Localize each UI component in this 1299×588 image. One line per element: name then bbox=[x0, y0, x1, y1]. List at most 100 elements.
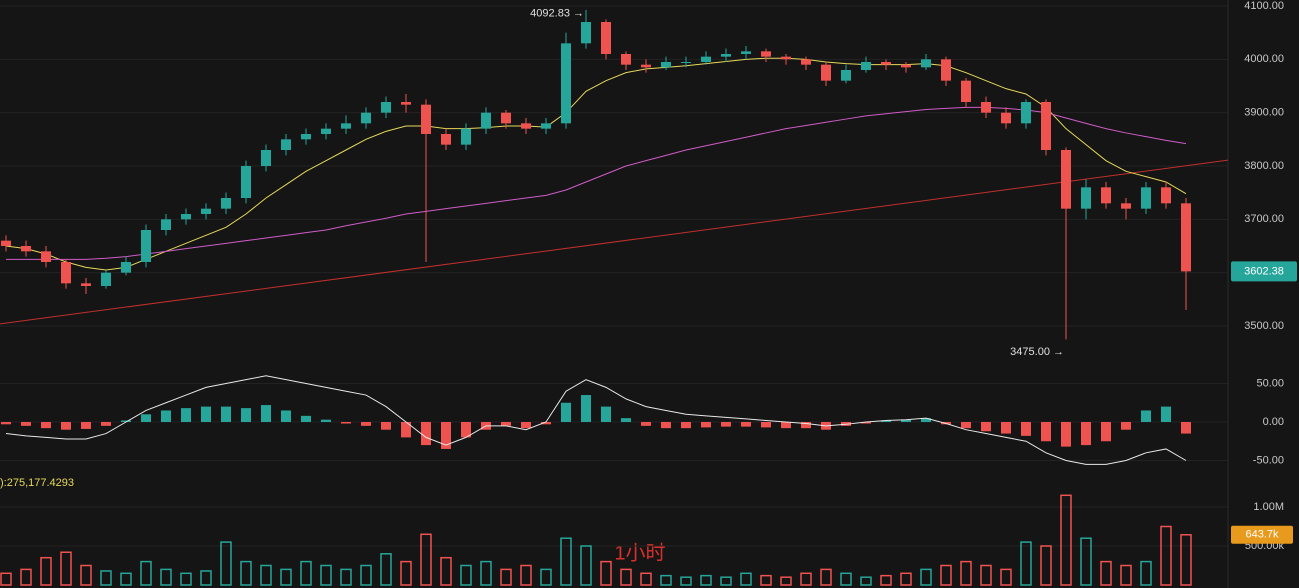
macd-bar bbox=[1001, 422, 1011, 434]
macd-bar bbox=[981, 422, 991, 432]
macd-bar bbox=[901, 419, 911, 422]
macd-bar bbox=[21, 422, 31, 426]
macd-bar bbox=[121, 420, 131, 422]
volume-bar bbox=[560, 537, 572, 586]
candle-body bbox=[521, 123, 531, 129]
candle-body bbox=[341, 123, 351, 129]
volume-bar bbox=[20, 568, 32, 586]
macd-bar bbox=[301, 415, 311, 422]
y-tick-label: 50.00 bbox=[1256, 377, 1284, 389]
volume-bar bbox=[1180, 534, 1192, 586]
candle-body bbox=[241, 166, 251, 198]
annotation: 3475.00 → bbox=[1010, 346, 1064, 358]
candle-body bbox=[21, 246, 31, 252]
volume-bar bbox=[40, 556, 52, 586]
volume-bar bbox=[0, 572, 12, 586]
volume-bar bbox=[420, 533, 432, 586]
candle-body bbox=[281, 139, 291, 150]
macd-bar bbox=[881, 420, 891, 422]
volume-bar bbox=[1060, 494, 1072, 586]
macd-bar bbox=[861, 422, 871, 424]
macd-bar bbox=[81, 422, 91, 429]
candle-body bbox=[941, 59, 951, 81]
candle-body bbox=[901, 64, 911, 68]
candle-body bbox=[1141, 187, 1151, 209]
volume-bar bbox=[740, 572, 752, 586]
candle-body bbox=[501, 112, 511, 124]
volume-bar bbox=[220, 541, 232, 586]
candle-body bbox=[1101, 187, 1111, 204]
volume-bar bbox=[840, 572, 852, 586]
macd-bar bbox=[961, 422, 971, 429]
volume-badge bbox=[1231, 525, 1293, 544]
macd-bar bbox=[641, 422, 651, 426]
macd-bar bbox=[721, 422, 731, 427]
macd-bar bbox=[461, 422, 471, 438]
macd-bar bbox=[201, 406, 211, 422]
macd-bar bbox=[801, 422, 811, 429]
volume-bar bbox=[640, 572, 652, 586]
candle-body bbox=[561, 43, 571, 124]
candle-body bbox=[181, 214, 191, 220]
macd-bar bbox=[161, 410, 171, 422]
candle-body bbox=[141, 230, 151, 262]
candle-body bbox=[701, 56, 711, 62]
macd-bar bbox=[381, 422, 391, 430]
candle-body bbox=[441, 134, 451, 145]
macd-bar bbox=[1081, 422, 1091, 446]
macd-bar bbox=[581, 395, 591, 422]
macd-bar bbox=[281, 410, 291, 422]
candle-body bbox=[1021, 102, 1031, 124]
volume-bar bbox=[400, 560, 412, 586]
candle-body bbox=[641, 64, 651, 68]
candle-body bbox=[321, 128, 331, 134]
volume-bar bbox=[800, 572, 812, 586]
candle-body bbox=[361, 112, 371, 124]
volume-bar bbox=[80, 564, 92, 586]
y-tick-label: 3900.00 bbox=[1244, 107, 1284, 119]
volume-bar bbox=[960, 560, 972, 586]
volume-bar bbox=[1160, 525, 1172, 586]
volume-bar bbox=[460, 564, 472, 586]
volume-bar bbox=[280, 568, 292, 586]
volume-bar bbox=[240, 560, 252, 586]
candle-body bbox=[661, 62, 671, 68]
candle-body bbox=[741, 51, 751, 54]
macd-bar bbox=[781, 422, 791, 429]
macd-bar bbox=[701, 422, 711, 428]
volume-bar bbox=[140, 560, 152, 586]
volume-bar bbox=[380, 553, 392, 586]
candle-body bbox=[721, 54, 731, 57]
volume-bar bbox=[120, 572, 132, 586]
volume-bar bbox=[440, 556, 452, 586]
volume-bar bbox=[860, 576, 872, 586]
volume-bar bbox=[920, 568, 932, 586]
macd-bar bbox=[761, 422, 771, 428]
candle-body bbox=[1081, 187, 1091, 209]
macd-bar bbox=[221, 406, 231, 422]
volume-bar bbox=[1080, 537, 1092, 586]
candle-body bbox=[421, 104, 431, 134]
macd-bar bbox=[181, 408, 191, 422]
volume-bar bbox=[620, 568, 632, 586]
macd-line bbox=[5, 375, 1187, 465]
volume-bar bbox=[160, 568, 172, 586]
candle-body bbox=[801, 59, 811, 65]
candle-body bbox=[1161, 187, 1171, 204]
macd-bar bbox=[1101, 422, 1111, 442]
candle-body bbox=[261, 150, 271, 166]
macd-bar bbox=[1181, 422, 1191, 434]
candle-body bbox=[1001, 112, 1011, 124]
y-tick-label: 0.00 bbox=[1263, 416, 1284, 428]
macd-bar bbox=[661, 422, 671, 429]
volume-bar bbox=[600, 560, 612, 586]
macd-bar bbox=[561, 402, 571, 422]
macd-bar bbox=[241, 408, 251, 422]
macd-bar bbox=[741, 422, 751, 427]
candle-body bbox=[401, 102, 411, 105]
candle-body bbox=[581, 22, 591, 44]
trend-line bbox=[0, 159, 1229, 325]
candle-body bbox=[481, 112, 491, 129]
